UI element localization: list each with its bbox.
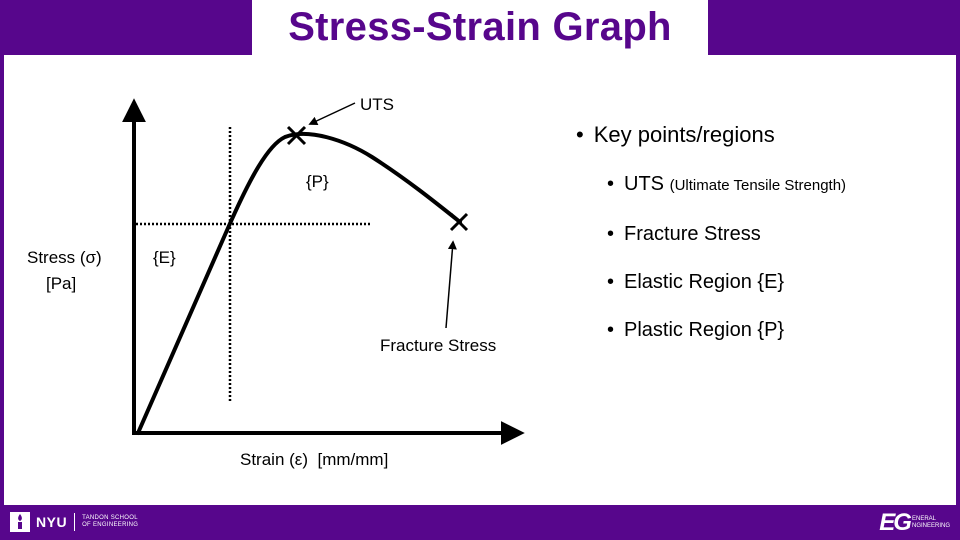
- right-border: [956, 55, 960, 505]
- stress-strain-curve: [136, 131, 462, 435]
- nyu-torch-icon: [10, 512, 30, 532]
- x-axis-label: Strain (ε) [mm/mm]: [240, 450, 389, 469]
- nyu-tandon-logo: NYU TANDON SCHOOL OF ENGINEERING: [10, 509, 138, 535]
- y-axis-label-line2: [Pa]: [46, 274, 77, 293]
- fracture-stress-label: Fracture Stress: [380, 336, 497, 355]
- y-axis-label-line1: Stress (σ): [27, 248, 102, 267]
- title-box: Stress-Strain Graph: [252, 0, 708, 55]
- bullet-heading: • Key points/regions: [576, 122, 775, 147]
- eg-general-engineering-logo: EG ENERAL NGINEERING: [879, 509, 950, 536]
- uts-marker: [286, 125, 307, 146]
- fracture-callout-arrow: [445, 240, 457, 329]
- bullet-elastic: • Elastic Region {E}: [607, 271, 785, 293]
- slide-title: Stress-Strain Graph: [288, 5, 672, 49]
- plastic-region-label: {P}: [306, 172, 329, 191]
- uts-callout-arrow: [308, 102, 356, 126]
- bullet-uts: • UTS (Ultimate Tensile Strength): [607, 173, 847, 195]
- footer-bar: [0, 505, 960, 540]
- uts-label: UTS: [360, 95, 394, 114]
- left-border: [0, 55, 4, 505]
- bullet-fracture: • Fracture Stress: [607, 223, 761, 245]
- elastic-region-label: {E}: [153, 248, 176, 267]
- fracture-marker: [449, 212, 469, 232]
- bullet-plastic: • Plastic Region {P}: [607, 319, 785, 341]
